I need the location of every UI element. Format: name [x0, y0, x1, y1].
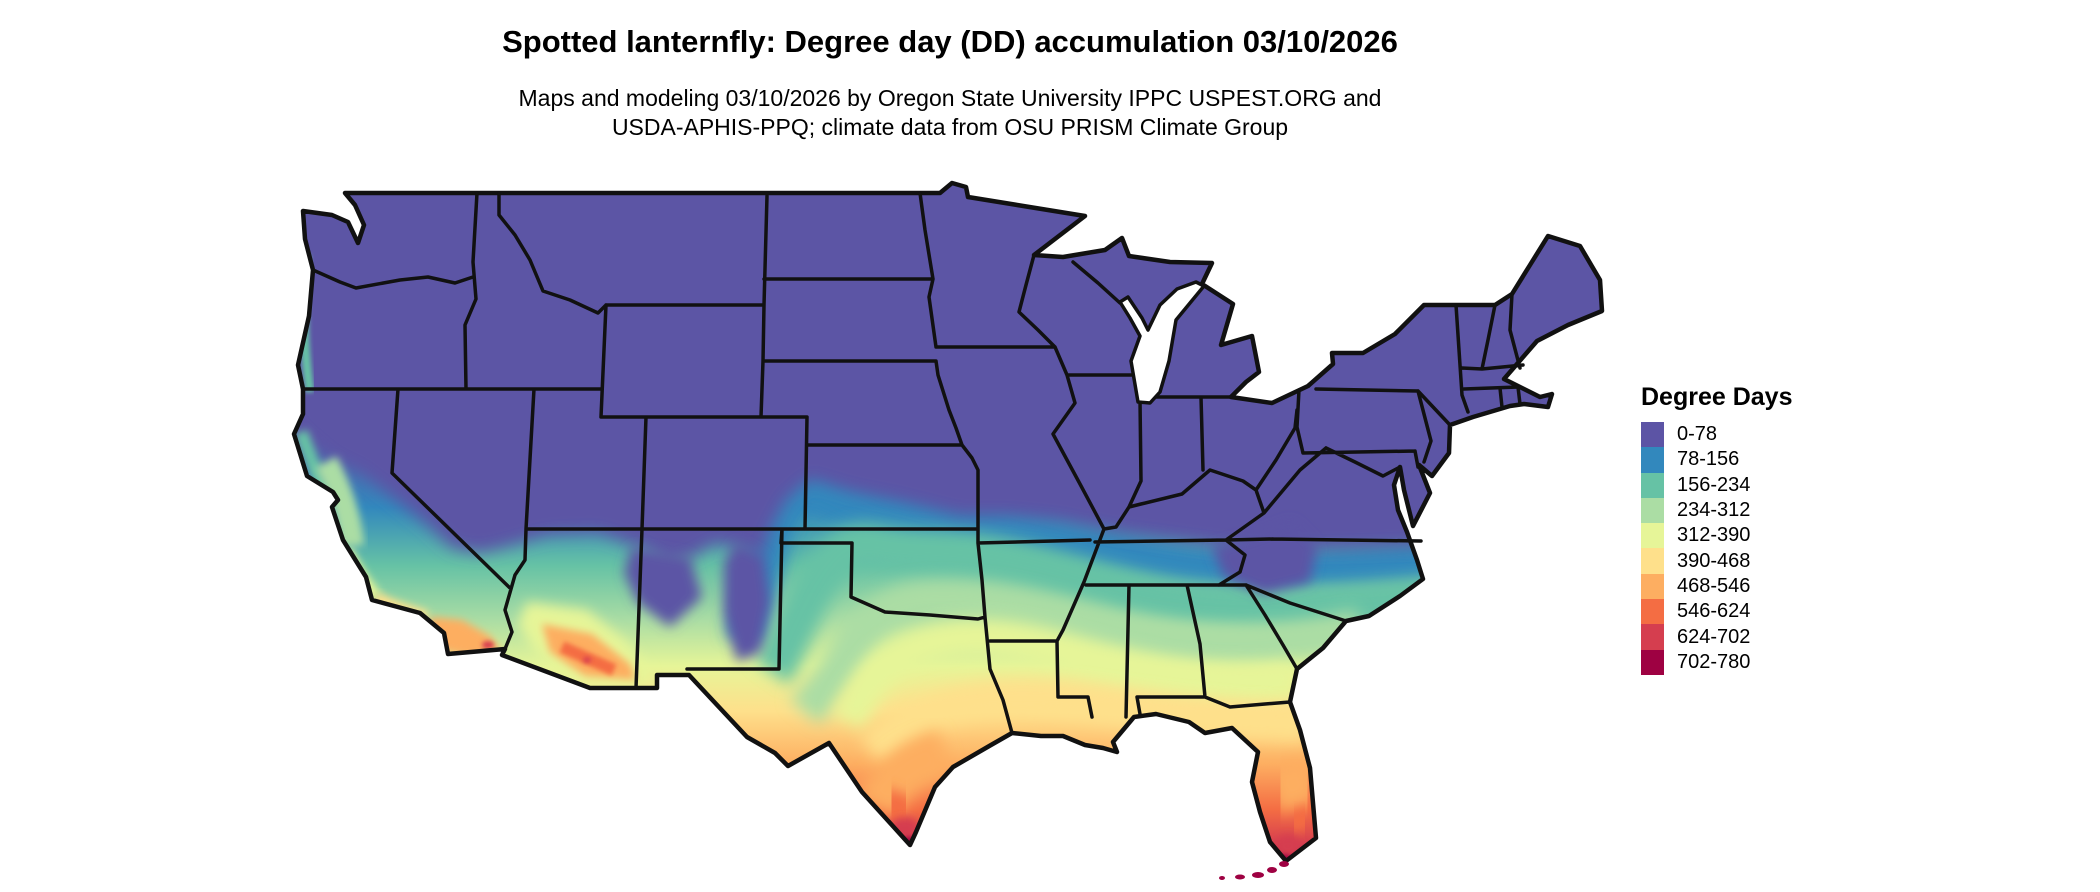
legend-label: 0-78: [1677, 423, 1718, 446]
state-borders: [301, 191, 1525, 735]
legend-swatch: [1641, 523, 1664, 549]
legend-swatch: [1641, 497, 1664, 524]
legend-label: 702-780: [1677, 650, 1751, 673]
legend: Degree Days 0-78 78-156 156-234 234-312 …: [1641, 383, 1792, 675]
legend-item: 156-234: [1641, 472, 1792, 498]
legend-label: 468-546: [1677, 574, 1751, 597]
band-234-312: [790, 579, 1365, 725]
legend-label: 156-234: [1677, 473, 1751, 496]
legend-label: 78-156: [1677, 448, 1740, 471]
legend-swatch: [1641, 599, 1664, 625]
band-546-624-florida: [1283, 808, 1316, 834]
legend-label: 546-624: [1677, 600, 1751, 623]
band-156-234: [754, 523, 1455, 685]
legend-swatch: [1641, 447, 1664, 473]
map-subtitle-line2: USDA-APHIS-PPQ; climate data from OSU PR…: [611, 114, 1289, 140]
band-390-468: [859, 679, 1309, 766]
legend-swatch: [1641, 472, 1664, 498]
patch-arizona-darkred-spot: [583, 657, 591, 663]
legend-item: 312-390: [1641, 523, 1792, 549]
patch-gila-purple-highlands: [624, 547, 702, 627]
map-subtitle: Maps and modeling 03/10/2026 by Oregon S…: [0, 84, 1900, 142]
legend-label: 234-312: [1677, 499, 1751, 522]
legend-item: 468-546: [1641, 573, 1792, 600]
legend-label: 312-390: [1677, 524, 1751, 547]
legend-item: 624-702: [1641, 624, 1792, 650]
florida-keys: [1219, 861, 1289, 880]
legend-swatch: [1641, 548, 1664, 574]
patch-central-valley-green: [315, 456, 364, 548]
legend-item: 390-468: [1641, 548, 1792, 574]
legend-swatch: [1641, 649, 1664, 675]
legend-item: 0-78: [1641, 422, 1792, 448]
lake-michigan: [1118, 280, 1206, 405]
legend-item: 78-156: [1641, 447, 1792, 473]
legend-label: 624-702: [1677, 625, 1751, 648]
legend-swatch: [1641, 573, 1664, 600]
band-468-546-texas: [855, 729, 953, 819]
legend-title: Degree Days: [1641, 383, 1793, 411]
legend-item: 546-624: [1641, 599, 1792, 625]
map-subtitle-line1: Maps and modeling 03/10/2026 by Oregon S…: [518, 85, 1382, 111]
patch-newmexico-purple-highlands: [724, 542, 770, 662]
patch-socal-red-spot: [482, 641, 494, 649]
legend-label: 390-468: [1677, 549, 1751, 572]
legend-item: 234-312: [1641, 497, 1792, 524]
legend-item: 702-780: [1641, 649, 1792, 675]
legend-swatch: [1641, 624, 1664, 650]
legend-swatch: [1641, 422, 1664, 448]
band-468-546-florida: [1266, 757, 1321, 814]
map-title: Spotted lanternfly: Degree day (DD) accu…: [502, 24, 1398, 59]
degree-day-raster: [294, 183, 1602, 861]
band-624-702-florida: [1275, 835, 1301, 857]
